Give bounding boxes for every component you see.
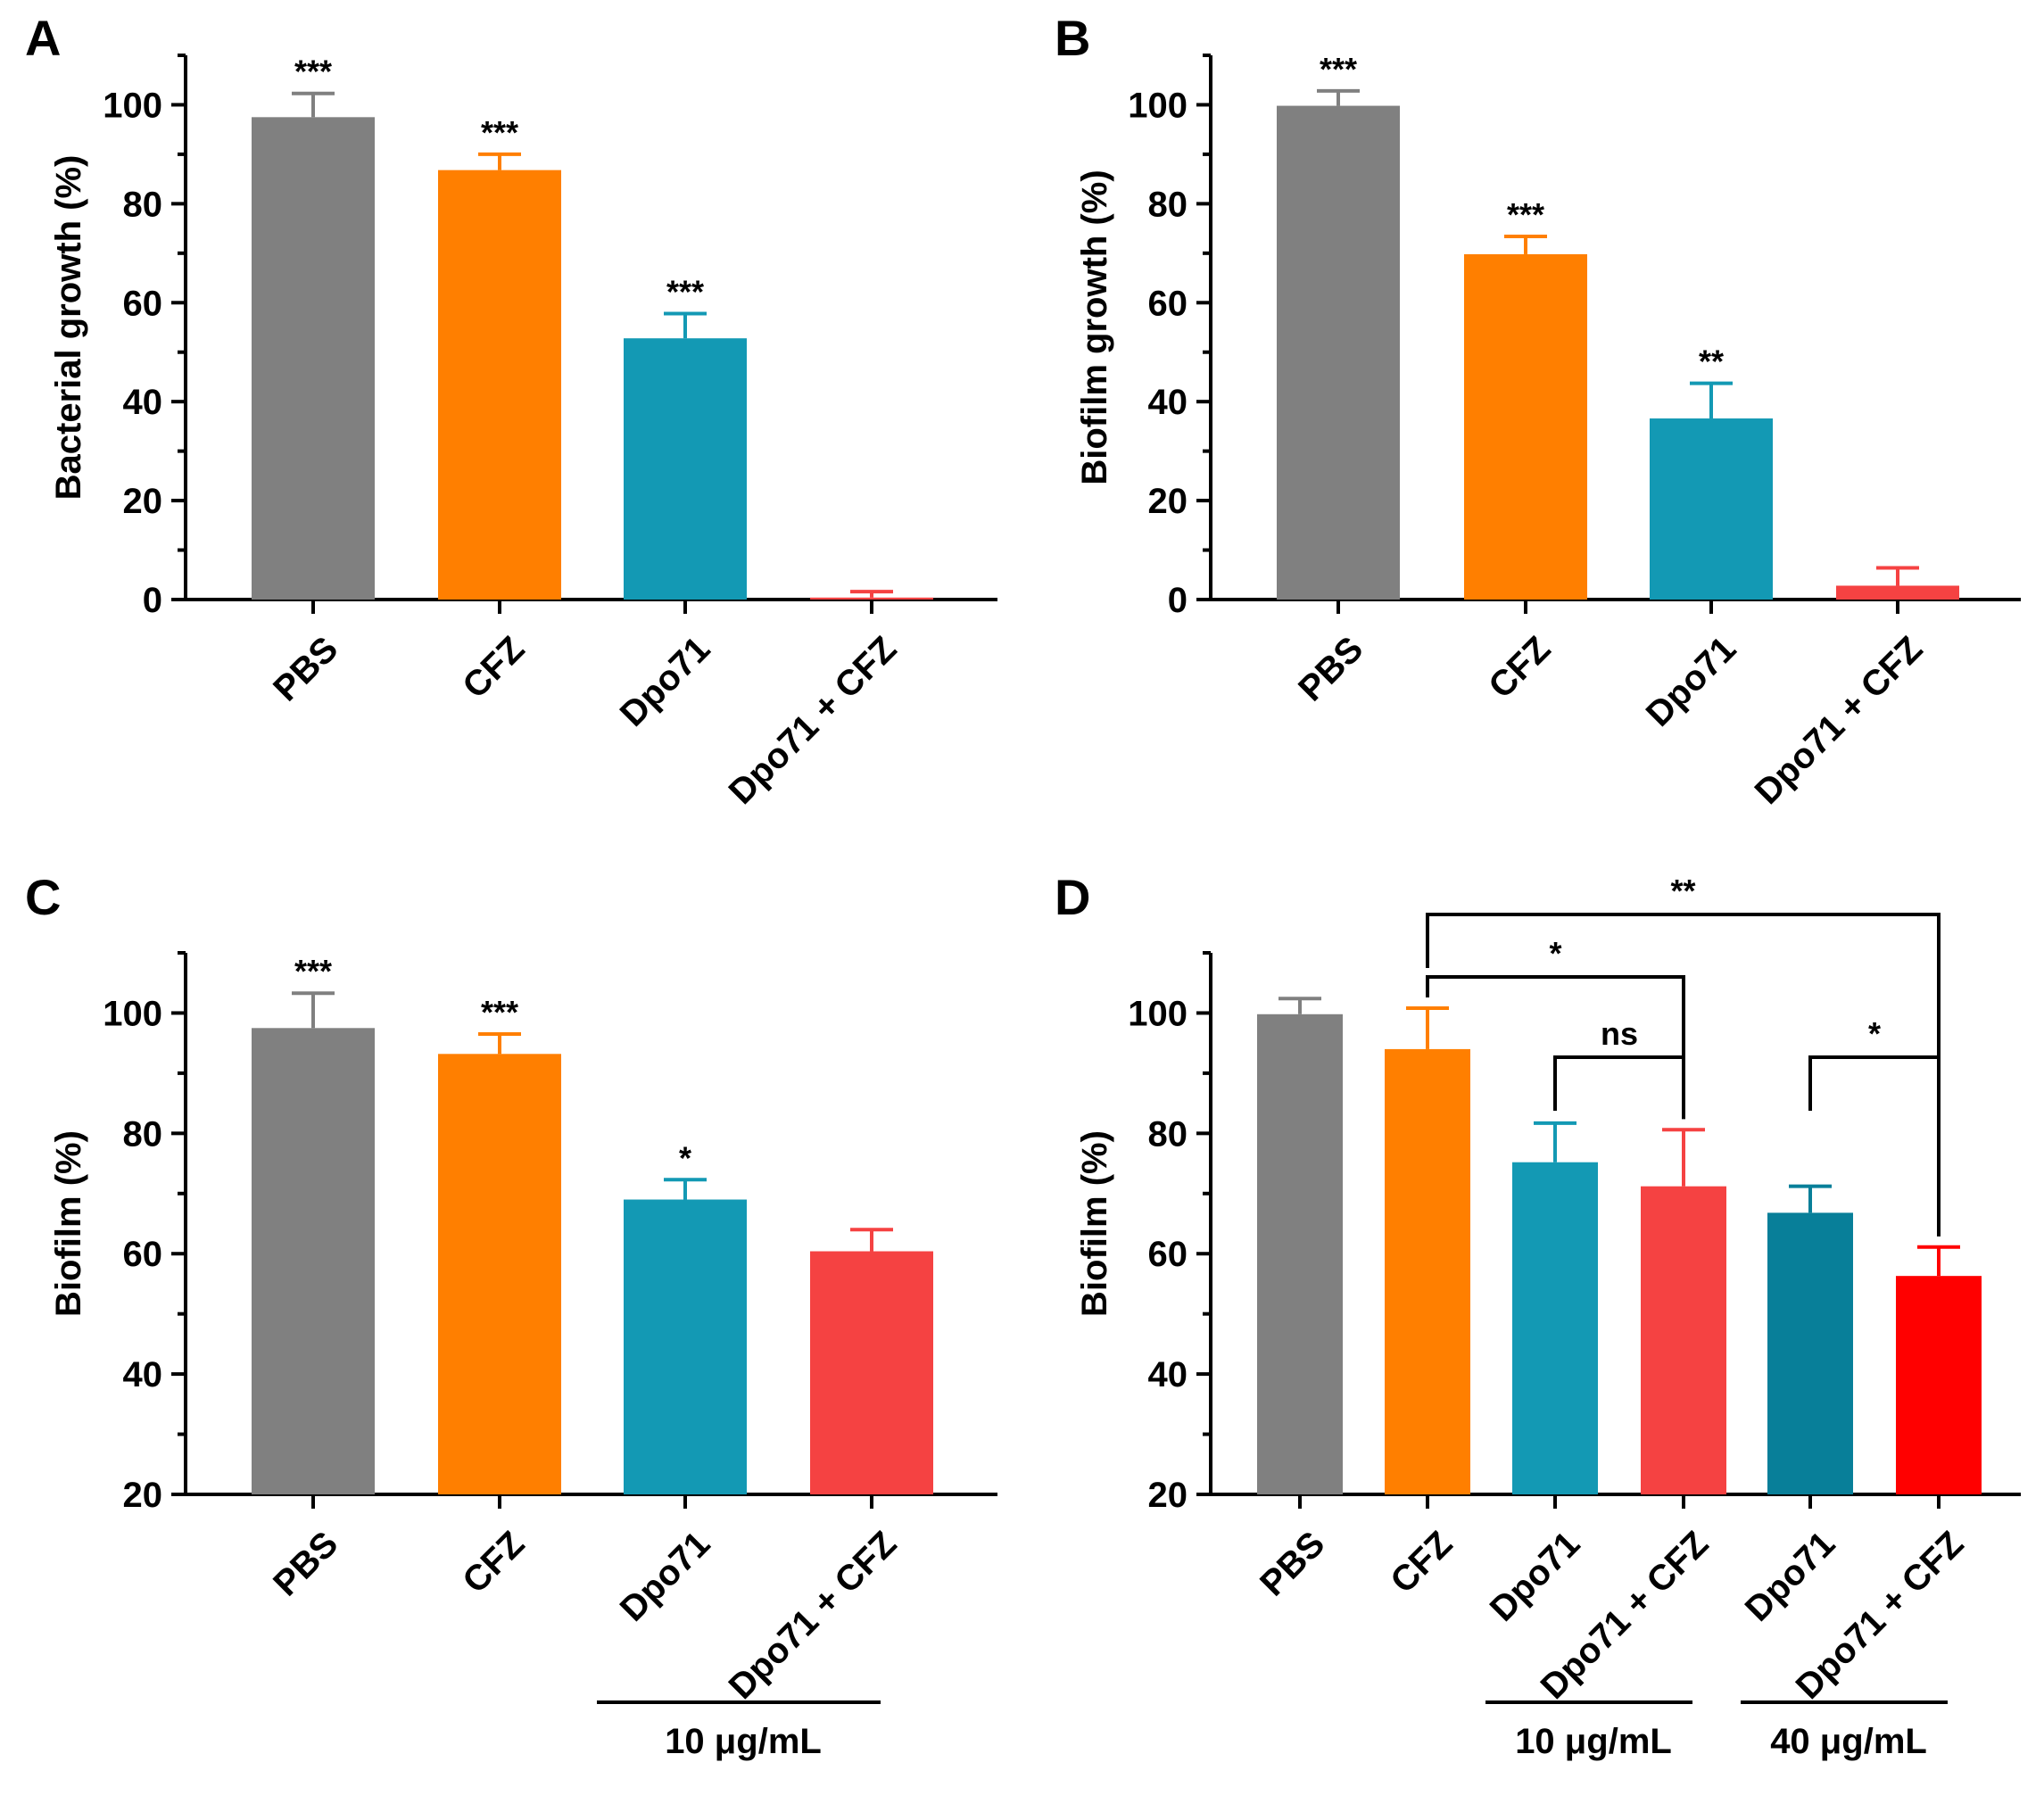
category-label: Dpo71 + CFZ	[722, 1524, 905, 1707]
y-tick-label: 20	[1148, 482, 1188, 521]
category-label: Dpo71	[613, 1524, 718, 1629]
y-tick-label: 60	[123, 1235, 163, 1274]
bar	[1512, 1162, 1598, 1494]
category-label: Dpo71	[1639, 629, 1744, 734]
y-tick-label: 80	[1148, 185, 1188, 224]
bar	[810, 597, 933, 600]
bar	[252, 117, 375, 600]
y-axis-label: Bacterial growth (%)	[49, 155, 88, 501]
group-label: 10 μg/mL	[665, 1722, 822, 1761]
y-tick-label: 0	[1168, 581, 1188, 620]
bar	[1641, 1186, 1726, 1494]
panel-letter: A	[25, 10, 61, 66]
y-tick-label: 40	[1148, 1355, 1188, 1394]
panel-letter: D	[1055, 869, 1090, 925]
category-label: PBS	[266, 629, 345, 708]
y-tick-label: 100	[103, 994, 162, 1033]
y-tick-label: 100	[1128, 994, 1188, 1033]
bar	[1385, 1048, 1470, 1494]
category-label: CFZ	[455, 1524, 532, 1601]
significance-label: ***	[1320, 51, 1357, 87]
comparison-bracket	[1426, 975, 1685, 1120]
bar	[624, 338, 747, 600]
y-tick-label: 40	[1148, 383, 1188, 422]
category-label: PBS	[1291, 629, 1370, 708]
y-tick-label: 20	[123, 482, 163, 521]
bar	[438, 1054, 561, 1494]
y-tick-label: 60	[123, 284, 163, 323]
y-tick-label: 60	[1148, 284, 1188, 323]
bar	[1464, 253, 1587, 600]
category-label: CFZ	[1383, 1524, 1460, 1601]
comparison-bracket	[1808, 1055, 1941, 1237]
panel-letter: C	[25, 869, 61, 925]
category-label: Dpo71	[613, 629, 718, 734]
bar	[624, 1199, 747, 1494]
significance-label: ***	[666, 273, 704, 310]
y-tick-label: 40	[123, 1355, 163, 1394]
category-label: PBS	[266, 1524, 345, 1603]
bar	[1277, 105, 1400, 600]
comparison-bracket	[1553, 1055, 1685, 1120]
y-tick-label: 80	[1148, 1114, 1188, 1154]
panel-a: A 0 20 40 60 80 100 Bacterial growth (%) PBS *** C…	[25, 10, 997, 812]
panel-c: C 20 40 60 80 100 Biofilm (%) PBS *** CFZ *** Dpo71…	[25, 869, 997, 1761]
comparison-label: ns	[1601, 1015, 1638, 1052]
bar	[1896, 1276, 1982, 1494]
group-label: 10 μg/mL	[1515, 1722, 1672, 1761]
comparison-label: *	[1549, 935, 1561, 972]
bar	[1257, 1014, 1343, 1494]
category-label: Dpo71 + CFZ	[1748, 629, 1931, 812]
y-tick-label: 0	[143, 581, 162, 620]
significance-label: ***	[1507, 196, 1544, 233]
category-label: Dpo71	[1738, 1524, 1843, 1629]
bar	[1767, 1212, 1853, 1494]
y-tick-label: 80	[123, 185, 163, 224]
y-tick-label: 20	[1148, 1476, 1188, 1515]
bar	[810, 1251, 933, 1494]
category-label: CFZ	[455, 629, 532, 706]
comparison-bracket	[1426, 913, 1941, 1237]
y-axis-label: Biofilm (%)	[1075, 1130, 1114, 1317]
significance-label: ***	[481, 994, 518, 1030]
comparison-label: *	[1868, 1015, 1881, 1052]
category-label: PBS	[1253, 1524, 1332, 1603]
significance-label: *	[679, 1139, 691, 1176]
category-label: Dpo71 + CFZ	[722, 629, 905, 812]
y-tick-label: 60	[1148, 1235, 1188, 1274]
significance-label: ***	[481, 114, 518, 151]
y-tick-label: 20	[123, 1476, 163, 1515]
y-tick-label: 100	[103, 86, 162, 125]
bar	[1650, 418, 1773, 600]
panel-letter: B	[1055, 10, 1090, 66]
y-tick-label: 100	[1128, 86, 1188, 125]
group-label: 40 μg/mL	[1770, 1722, 1927, 1761]
significance-label: ***	[294, 54, 332, 90]
comparison-label: **	[1670, 873, 1695, 909]
y-tick-label: 40	[123, 383, 163, 422]
y-tick-label: 80	[123, 1114, 163, 1154]
category-label: CFZ	[1481, 629, 1558, 706]
bar	[438, 170, 561, 600]
panel-b: B 0 20 40 60 80 100 Biofilm growth (%) PBS *** CFZ…	[1055, 10, 2021, 812]
bar	[252, 1028, 375, 1494]
significance-label: **	[1699, 343, 1724, 380]
significance-label: ***	[294, 953, 332, 989]
y-axis-label: Biofilm (%)	[49, 1130, 88, 1317]
category-label: Dpo71	[1483, 1524, 1588, 1629]
bar	[1836, 585, 1959, 600]
y-axis-label: Biofilm growth (%)	[1075, 170, 1114, 484]
